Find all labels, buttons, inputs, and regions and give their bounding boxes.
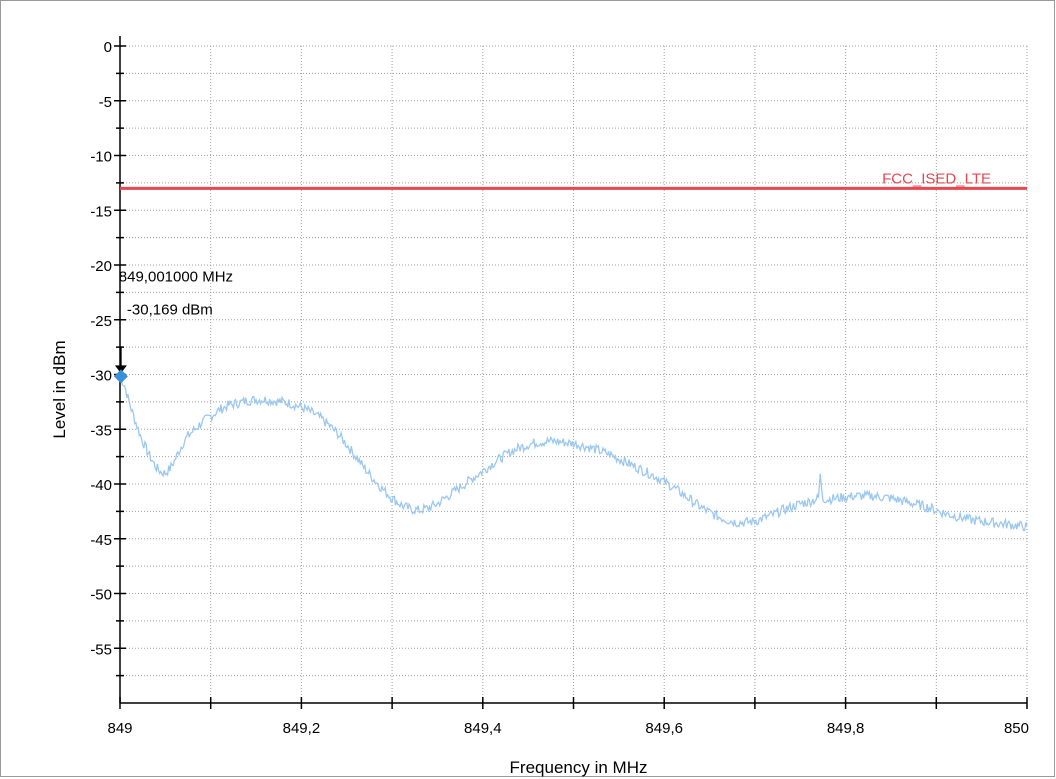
y-axis-title: Level in dBm — [50, 340, 69, 438]
marker-level-label: -30,169 dBm — [127, 301, 213, 318]
series-layer — [119, 376, 1028, 532]
y-tick-label: -25 — [90, 313, 112, 330]
y-tick-label: -35 — [90, 422, 112, 439]
x-tick-label: 849,2 — [283, 720, 321, 737]
y-tick-label: -10 — [90, 149, 112, 166]
series-trace — [119, 376, 1028, 532]
marker-diamond-icon[interactable] — [113, 369, 128, 384]
y-tick-label: -55 — [90, 641, 112, 658]
y-tick-label: -30 — [90, 368, 112, 385]
y-tick-label: -5 — [99, 94, 112, 111]
limit-line-group: FCC_ISED_LTE — [120, 170, 1027, 190]
y-tick-label: 0 — [104, 39, 112, 56]
axes: 0 -5 -10 -15 -20 -25 -30 -35 -40 -45 -50 -55 849 849,… — [90, 36, 1029, 737]
y-tick-label: -45 — [90, 532, 112, 549]
limit-line-label: FCC_ISED_LTE — [882, 170, 991, 187]
marker-frequency-label: 849,001000 MHz — [119, 268, 233, 285]
marker-group: 849,001000 MHz -30,169 dBm — [113, 268, 233, 384]
y-tick-label: -15 — [90, 203, 112, 220]
y-tick-label: -50 — [90, 587, 112, 604]
y-tick-label: -40 — [90, 477, 112, 494]
x-tick-label: 849,4 — [464, 720, 502, 737]
y-tick-label: -20 — [90, 258, 112, 275]
x-axis-title: Frequency in MHz — [510, 758, 648, 777]
x-tick-label: 849 — [107, 720, 132, 737]
x-tick-label: 849,6 — [645, 720, 683, 737]
x-tick-label: 849,8 — [827, 720, 865, 737]
grid — [120, 45, 1028, 703]
x-tick-label: 850 — [1004, 720, 1029, 737]
